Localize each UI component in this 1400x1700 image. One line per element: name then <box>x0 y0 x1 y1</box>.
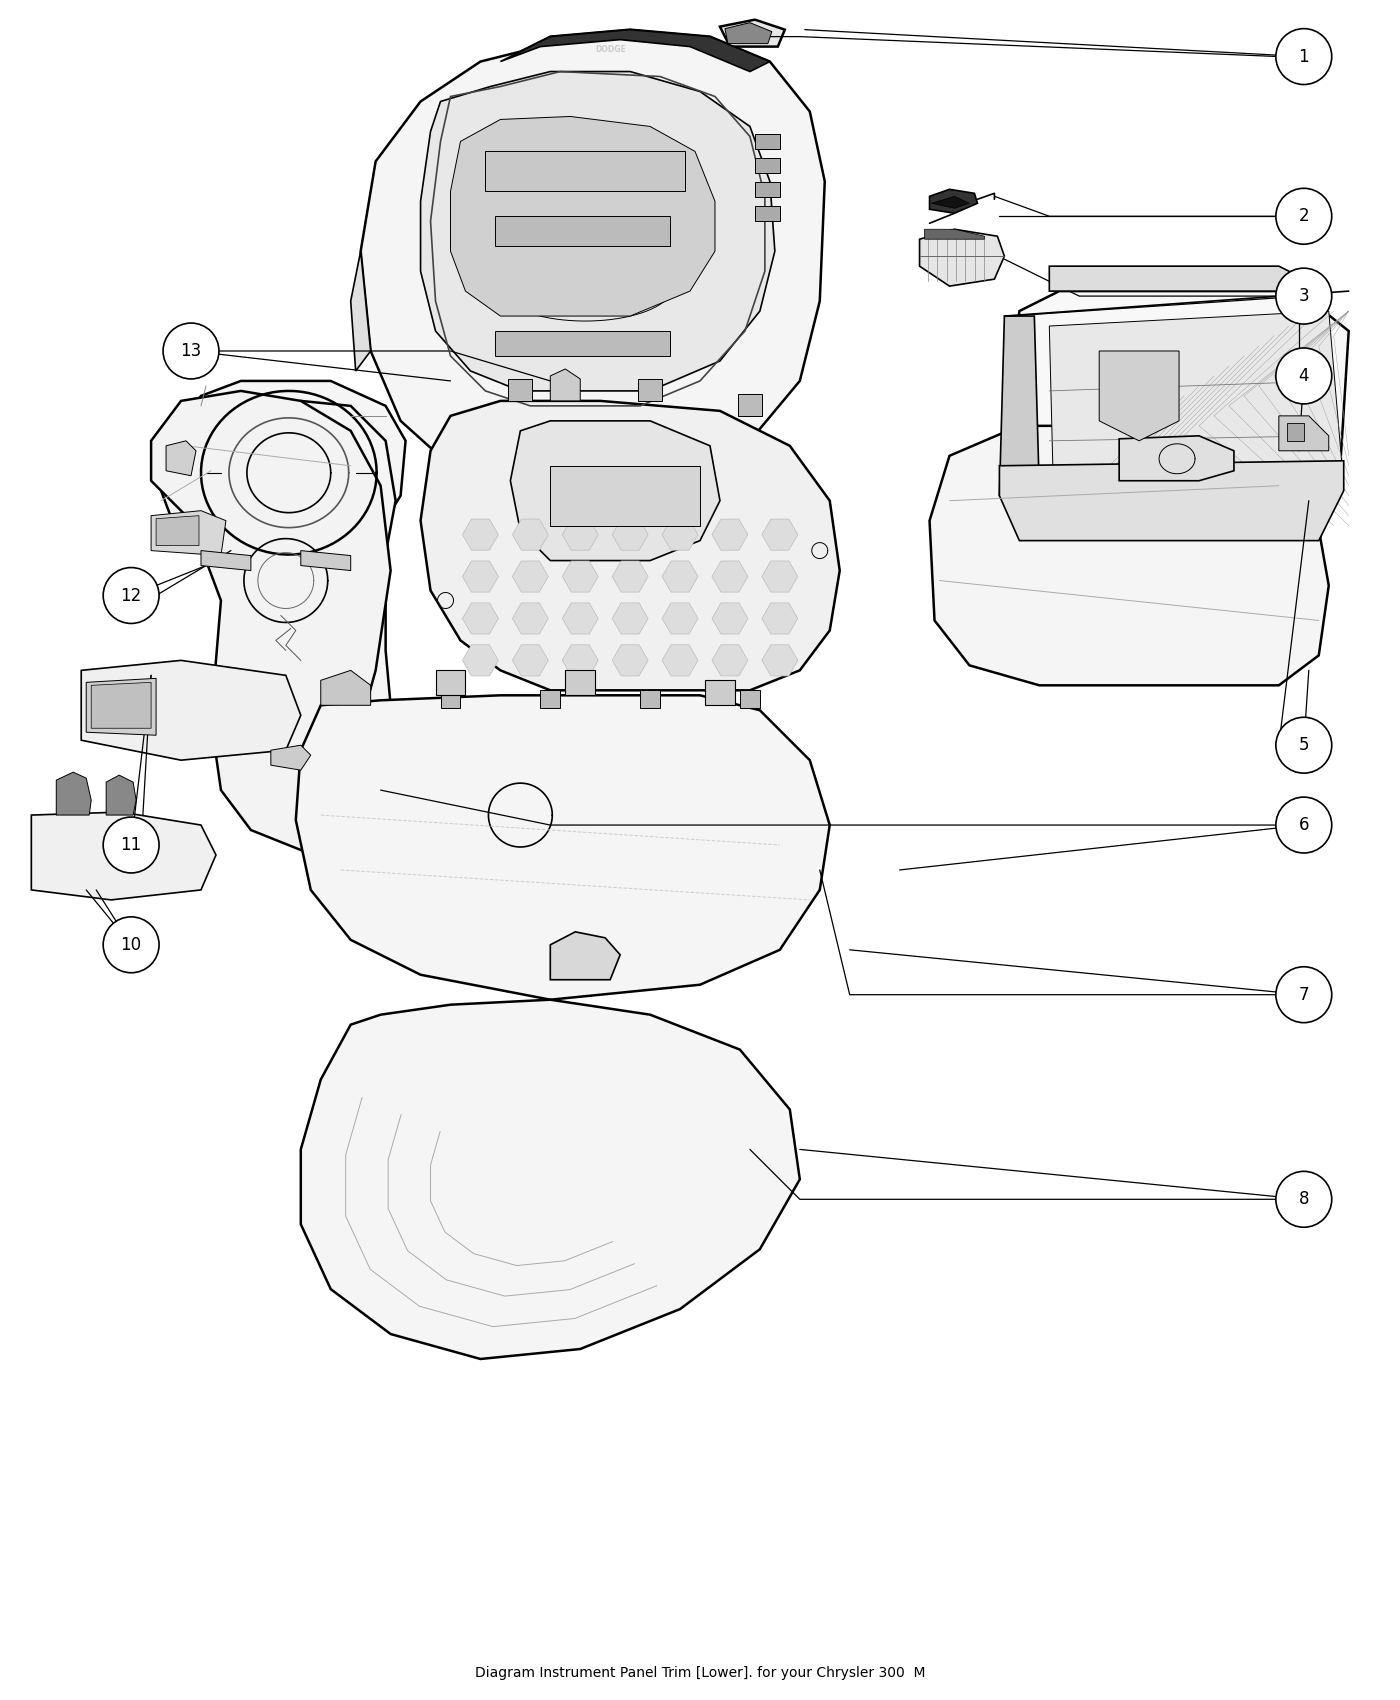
Text: 7: 7 <box>1299 986 1309 1003</box>
Polygon shape <box>720 20 785 46</box>
Circle shape <box>162 323 218 379</box>
Text: 5: 5 <box>1299 736 1309 755</box>
Text: 13: 13 <box>181 342 202 360</box>
Polygon shape <box>151 510 225 556</box>
Polygon shape <box>1119 435 1233 481</box>
Text: 8: 8 <box>1299 1190 1309 1209</box>
Text: Diagram Instrument Panel Trim [Lower]. for your Chrysler 300  M: Diagram Instrument Panel Trim [Lower]. f… <box>475 1666 925 1680</box>
Polygon shape <box>1287 423 1303 440</box>
Polygon shape <box>1000 316 1039 510</box>
Polygon shape <box>81 660 301 760</box>
Polygon shape <box>640 690 659 709</box>
Polygon shape <box>496 332 671 355</box>
Polygon shape <box>755 158 780 173</box>
Polygon shape <box>924 230 984 240</box>
Text: 10: 10 <box>120 935 141 954</box>
Polygon shape <box>295 695 830 1000</box>
Polygon shape <box>486 151 685 192</box>
Polygon shape <box>202 551 251 571</box>
Polygon shape <box>508 379 532 401</box>
Polygon shape <box>638 379 662 401</box>
Polygon shape <box>435 670 465 695</box>
Circle shape <box>1275 967 1331 1023</box>
Polygon shape <box>241 401 396 814</box>
Text: DODGE: DODGE <box>595 46 626 54</box>
Polygon shape <box>550 932 620 979</box>
Text: 3: 3 <box>1298 287 1309 304</box>
Polygon shape <box>301 1000 799 1358</box>
Polygon shape <box>550 369 580 401</box>
Polygon shape <box>1050 311 1344 525</box>
Polygon shape <box>451 117 715 316</box>
Polygon shape <box>706 680 735 705</box>
Circle shape <box>1275 189 1331 245</box>
Polygon shape <box>550 466 700 525</box>
Text: 4: 4 <box>1299 367 1309 384</box>
Polygon shape <box>930 425 1329 685</box>
Polygon shape <box>511 422 720 561</box>
Polygon shape <box>31 813 216 899</box>
Polygon shape <box>167 440 196 476</box>
Polygon shape <box>725 22 771 44</box>
Polygon shape <box>1099 350 1179 440</box>
Polygon shape <box>151 391 391 850</box>
Circle shape <box>1275 269 1331 325</box>
Text: 2: 2 <box>1298 207 1309 226</box>
Polygon shape <box>566 670 595 695</box>
Polygon shape <box>109 845 133 865</box>
Polygon shape <box>755 206 780 221</box>
Polygon shape <box>87 678 155 734</box>
Text: 11: 11 <box>120 836 141 853</box>
Circle shape <box>104 916 160 972</box>
Polygon shape <box>420 71 774 391</box>
Circle shape <box>1275 348 1331 405</box>
Polygon shape <box>301 551 350 571</box>
Circle shape <box>104 568 160 624</box>
Polygon shape <box>1000 461 1344 541</box>
Polygon shape <box>91 682 151 728</box>
Polygon shape <box>350 252 371 371</box>
Polygon shape <box>321 670 371 706</box>
Polygon shape <box>920 230 1004 286</box>
Polygon shape <box>106 775 136 814</box>
Circle shape <box>104 818 160 874</box>
Text: 12: 12 <box>120 586 141 605</box>
Polygon shape <box>270 745 311 770</box>
Polygon shape <box>930 189 977 212</box>
Circle shape <box>1275 1171 1331 1227</box>
Polygon shape <box>161 381 406 556</box>
Text: 6: 6 <box>1299 816 1309 835</box>
Polygon shape <box>1000 291 1348 541</box>
Polygon shape <box>155 515 199 546</box>
Polygon shape <box>496 216 671 246</box>
Circle shape <box>1275 29 1331 85</box>
Polygon shape <box>361 29 825 491</box>
Polygon shape <box>755 182 780 197</box>
Polygon shape <box>755 134 780 150</box>
Polygon shape <box>500 29 770 71</box>
Circle shape <box>1275 797 1331 853</box>
Polygon shape <box>738 394 762 416</box>
Polygon shape <box>441 690 461 709</box>
Polygon shape <box>56 772 91 814</box>
Circle shape <box>1275 717 1331 774</box>
Polygon shape <box>931 196 969 209</box>
Polygon shape <box>420 401 840 690</box>
Polygon shape <box>741 690 760 709</box>
Polygon shape <box>540 690 560 709</box>
Text: 1: 1 <box>1298 48 1309 66</box>
Polygon shape <box>1278 416 1329 450</box>
Polygon shape <box>1050 267 1329 291</box>
